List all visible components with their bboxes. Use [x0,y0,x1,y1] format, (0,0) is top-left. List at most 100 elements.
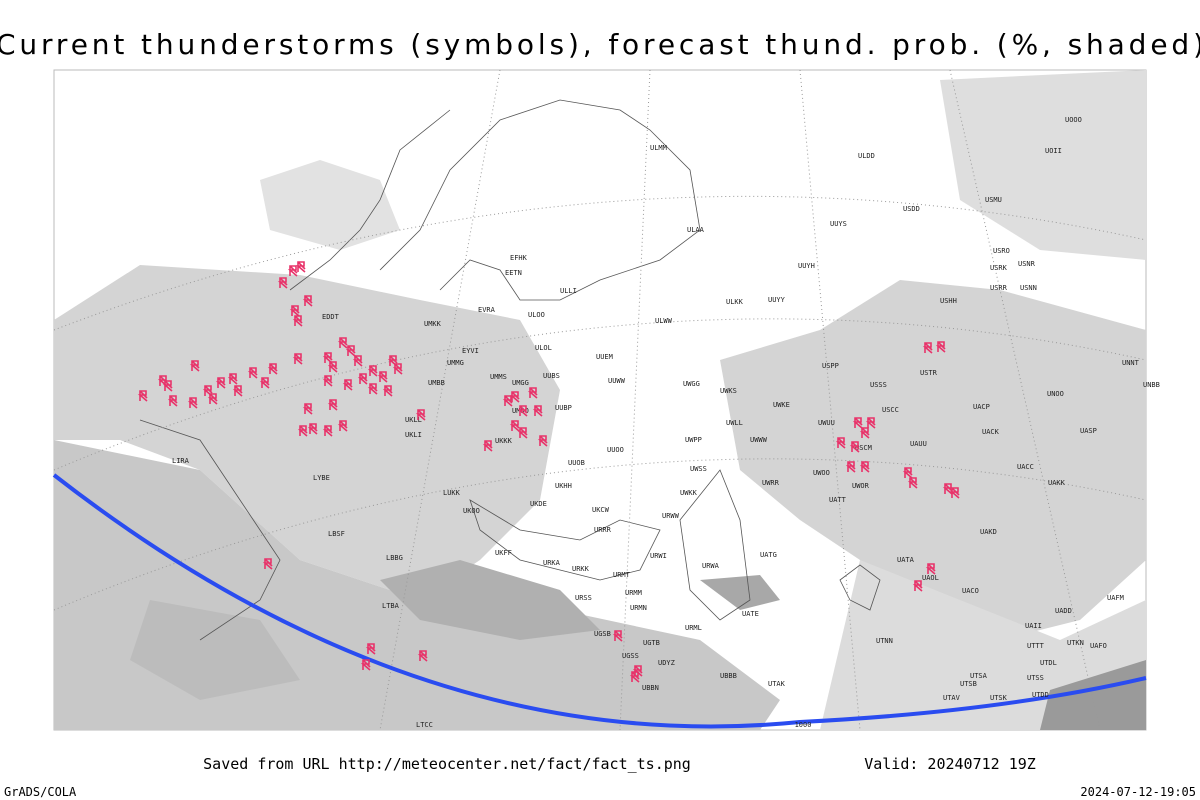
station-label: UAKD [980,528,997,536]
station-label: UASP [1080,427,1097,435]
station-label: UATE [742,610,759,618]
station-label: UMGG [512,379,529,387]
station-label: UUOO [607,446,624,454]
station-label: UKHH [555,482,572,490]
thunderstorm-symbol [509,420,520,432]
station-label: UKCW [592,506,610,514]
graticule [53,69,1147,731]
thunderstorm-symbol [377,371,388,383]
station-label: UACC [1017,463,1034,471]
station-label: ULOL [535,344,552,352]
thunderstorm-symbol [189,360,200,372]
thunderstorm-symbol [307,423,318,435]
station-label: LBSF [328,530,345,538]
station-label: UMBB [428,379,445,387]
station-label: EYVI [462,347,479,355]
thunderstorm-symbol [942,483,953,495]
software: GrADS/COLA [4,785,77,799]
station-label: UNBB [1143,381,1160,389]
station-label: USNN [1020,284,1037,292]
map-area: 1000 UOOO UOII ULMM ULDD USDD USMU UUYS ULAA EFH… [52,69,1160,731]
station-label: LTBA [382,602,400,610]
station-label: UMMS [490,373,507,381]
station-label: UTDL [1040,659,1057,667]
station-label: URML [685,624,702,632]
thunderstorm-symbol [262,558,273,570]
station-label: USSS [870,381,887,389]
station-label: ULWW [655,317,673,325]
station-label: UUYS [830,220,847,228]
station-label: USCM [855,444,872,452]
station-label: USCC [882,406,899,414]
thunderstorm-symbol [267,363,278,375]
station-label: USHH [940,297,957,305]
station-label: ULOO [528,311,545,319]
station-label: UWKK [680,489,698,497]
thunderstorm-symbol [859,461,870,473]
timestamp: 2024-07-12-19:05 [1080,785,1196,799]
thunderstorm-symbol [925,563,936,575]
station-label: UWWW [750,436,768,444]
station-label: UNNT [1122,359,1140,367]
station-label: ULMM [650,144,667,152]
station-label: UDYZ [658,659,675,667]
thunderstorm-symbol [207,393,218,405]
station-label: UKLL [405,416,422,424]
station-label: UMMG [447,359,464,367]
thunderstorm-symbol [295,261,306,273]
station-label: EETN [505,269,522,277]
contour-label: 1000 [795,721,812,729]
station-label: UOOO [1065,116,1082,124]
thunderstorm-symbol [162,380,173,392]
thunderstorm-symbol [322,375,333,387]
station-label: URRR [594,526,612,534]
thunderstorm-symbol [337,337,348,349]
thunderstorm-symbol [415,409,426,421]
station-label: UUEM [596,353,613,361]
valid-time: Valid: 20240712 19Z [864,755,1036,773]
thunderstorm-symbol [629,671,640,683]
thunderstorm-symbol [302,403,313,415]
thunderstorm-symbol [912,580,923,592]
thunderstorm-symbol [167,395,178,407]
station-label: UWPP [685,436,702,444]
thunderstorm-symbol [367,383,378,395]
station-label: UTSK [990,694,1008,702]
station-label: URWW [662,512,680,520]
thunderstorm-symbol [382,385,393,397]
station-label: USNR [1018,260,1036,268]
thunderstorm-symbols [137,261,960,683]
station-label: UTSA [970,672,988,680]
station-label: UACO [962,587,979,595]
station-label: URMT [613,571,631,579]
thunderstorm-symbol [202,385,213,397]
station-label: UADD [1055,607,1072,615]
thunderstorm-symbol [227,373,238,385]
thunderstorm-symbol [852,417,863,429]
thunderstorm-symbol [215,377,226,389]
station-label: UGSS [622,652,639,660]
thunderstorm-symbol [527,387,538,399]
station-label: ULDD [858,152,875,160]
station-label: UTSS [1027,674,1044,682]
station-label: UWRR [762,479,780,487]
station-label: UATA [897,556,915,564]
station-label: UTNN [876,637,893,645]
thunderstorm-symbol [517,405,528,417]
thunderstorm-symbol [289,305,300,317]
station-label: USRR [990,284,1008,292]
thunderstorm-symbol [259,377,270,389]
station-label: LUKK [443,489,461,497]
station-label: LBBG [386,554,403,562]
station-label: UAOL [922,574,939,582]
station-label: UKLI [405,431,422,439]
station-label: UAKK [1048,479,1066,487]
thunderstorm-symbol [302,295,313,307]
station-label: UACK [982,428,1000,436]
station-label: USRO [993,247,1010,255]
thunderstorm-symbol [902,467,913,479]
station-label: UWGG [683,380,700,388]
station-label: UBBB [720,672,737,680]
thunderstorm-symbol [287,265,298,277]
thunderstorm-symbol [502,395,513,407]
